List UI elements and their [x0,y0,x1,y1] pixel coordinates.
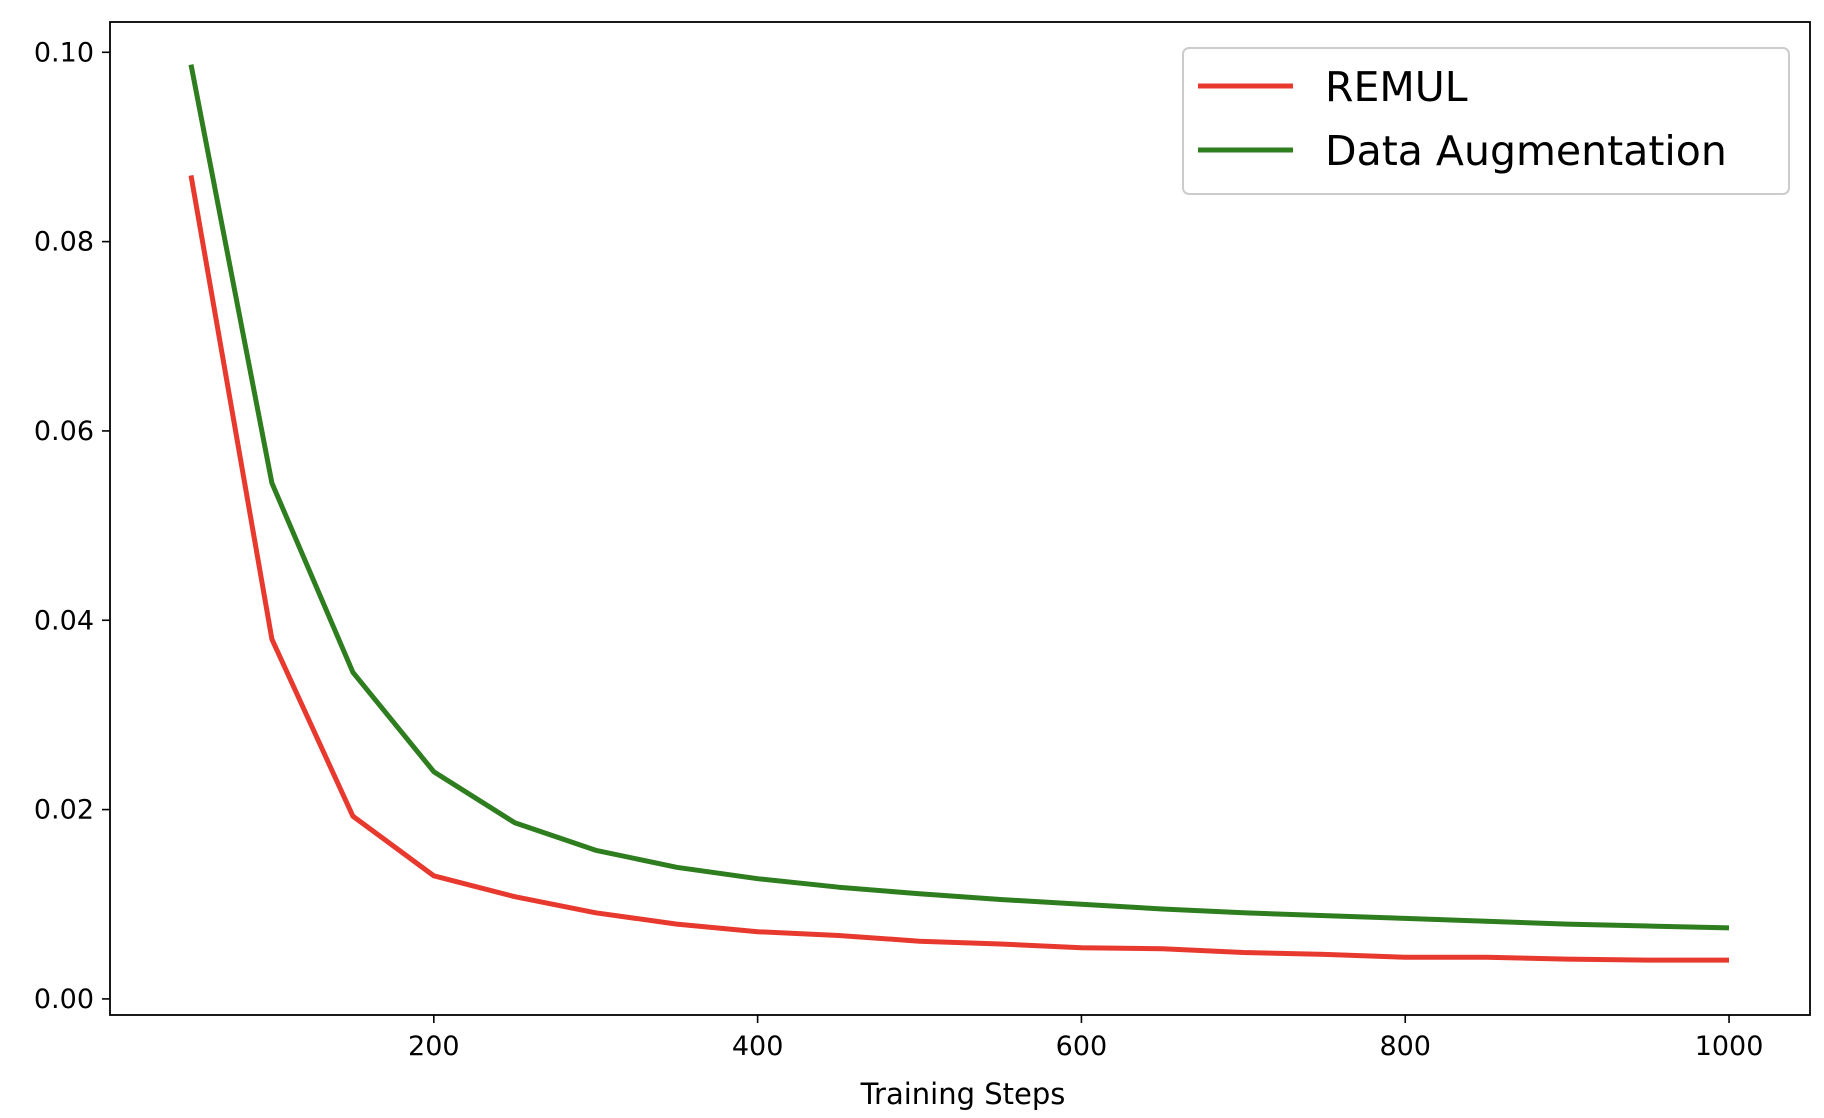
x-tick-label: 1000 [1695,1031,1764,1062]
series-lines [188,64,1730,963]
x-tick-label: 600 [1056,1031,1108,1062]
y-tick-label: 0.10 [34,37,94,68]
y-tick-label: 0.06 [34,416,94,447]
y-tick-label: 0.00 [34,984,94,1015]
series-line-1 [188,174,1729,963]
legend: REMUL Data Augmentation [1182,47,1790,195]
y-tick-label: 0.04 [34,605,94,636]
y-tick-label: 0.08 [34,227,94,258]
x-tick-label: 200 [408,1031,460,1062]
series-line-2 [188,64,1730,931]
legend-box [1182,47,1790,195]
plot-frame [109,21,1811,1016]
x-tick-label: 400 [732,1031,784,1062]
legend-label-1: REMUL [1325,63,1468,111]
y-tick-label: 0.02 [34,795,94,826]
x-axis-label: Training Steps [860,1077,1066,1111]
x-tick-label: 800 [1379,1031,1431,1062]
legend-label-2: Data Augmentation [1325,127,1727,175]
axes: 200 400 600 800 1000 0.00 0.02 0.04 0.06 0.08 0.10… [34,21,1811,1111]
